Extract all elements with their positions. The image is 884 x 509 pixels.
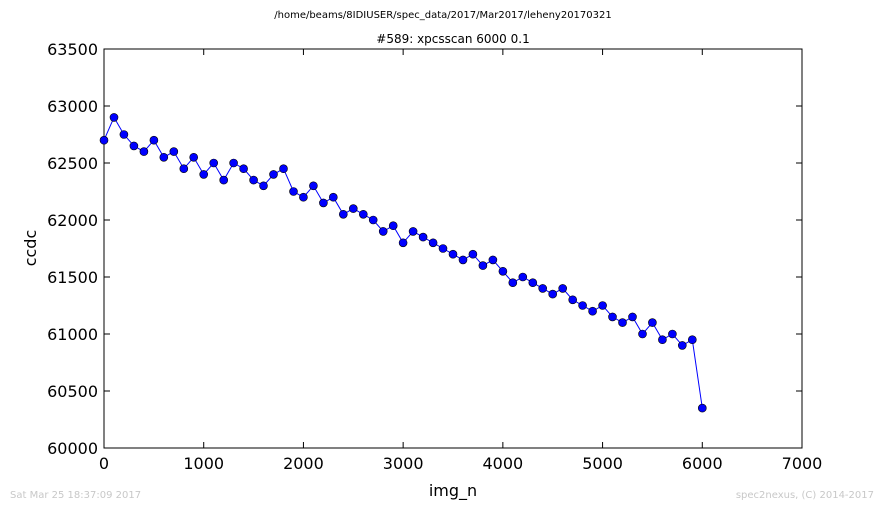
y-tick-label: 62000	[47, 211, 98, 230]
data-point	[568, 295, 578, 305]
data-point	[378, 227, 388, 236]
x-tick-label: 2000	[283, 454, 324, 473]
data-point	[588, 306, 597, 316]
data-point	[249, 175, 258, 185]
data-point	[328, 192, 338, 202]
plot-area	[103, 48, 803, 449]
x-tick-label: 1000	[183, 454, 224, 473]
data-point	[348, 204, 358, 213]
data-point	[119, 130, 129, 139]
footer-credit: spec2nexus, (C) 2014-2017	[736, 490, 874, 501]
data-point	[309, 181, 318, 191]
axis-ticks: 0 1000 2000 3000 4000 5000 6000 7000 60000 60500 6…	[47, 40, 822, 473]
data-point	[697, 403, 707, 413]
data-point	[458, 255, 468, 265]
data-point	[159, 153, 169, 162]
data-point	[229, 158, 238, 168]
data-point	[259, 181, 268, 191]
data-point	[239, 164, 248, 173]
data-series	[99, 113, 707, 413]
footer-timestamp: Sat Mar 25 18:37:09 2017	[10, 490, 141, 501]
data-point	[279, 164, 288, 173]
data-point	[99, 135, 109, 145]
data-point	[448, 249, 458, 259]
data-point	[658, 335, 667, 345]
data-point	[129, 141, 139, 151]
data-point	[428, 238, 438, 248]
data-point	[638, 329, 647, 339]
data-point	[408, 227, 418, 236]
y-tick-label: 60000	[47, 439, 98, 458]
data-point	[139, 147, 149, 156]
data-point	[498, 266, 508, 276]
data-point	[189, 153, 198, 162]
data-point	[608, 312, 617, 322]
data-point	[219, 175, 228, 185]
x-tick-label: 7000	[782, 454, 823, 473]
data-point	[518, 272, 528, 282]
y-tick-label: 63000	[47, 97, 98, 116]
data-point	[578, 301, 587, 310]
y-tick-label: 60500	[47, 382, 98, 401]
data-point	[438, 244, 448, 253]
x-tick-label: 5000	[582, 454, 623, 473]
data-point	[109, 113, 119, 122]
data-point	[398, 238, 408, 248]
y-tick-label: 61000	[47, 325, 98, 344]
data-point	[269, 170, 278, 179]
data-point	[687, 335, 697, 345]
file-path-caption: /home/beams/8IDIUSER/spec_data/2017/Mar2…	[274, 10, 611, 21]
data-point	[418, 232, 428, 242]
data-point	[299, 192, 308, 202]
data-point	[538, 284, 548, 293]
data-point	[648, 318, 657, 327]
x-tick-label: 4000	[482, 454, 523, 473]
data-point	[169, 147, 179, 156]
data-point	[628, 312, 637, 322]
data-point	[289, 187, 298, 196]
x-tick-label: 0	[99, 454, 109, 473]
data-point	[618, 318, 627, 327]
y-tick-label: 61500	[47, 268, 98, 287]
data-point	[388, 221, 398, 230]
x-axis-label: img_n	[429, 481, 477, 501]
x-tick-label: 3000	[383, 454, 424, 473]
chart-title: #589: xpcsscan 6000 0.1	[376, 32, 529, 46]
y-tick-label: 62500	[47, 154, 98, 173]
data-point	[368, 215, 378, 225]
data-point	[677, 341, 687, 350]
data-point	[478, 261, 488, 270]
data-point	[179, 164, 189, 173]
y-tick-label: 63500	[47, 40, 98, 59]
data-point	[149, 135, 159, 145]
x-tick-label: 6000	[682, 454, 723, 473]
data-point	[558, 284, 568, 293]
data-point	[548, 289, 558, 299]
data-point	[508, 278, 518, 288]
data-point	[468, 249, 478, 259]
data-point	[488, 255, 498, 265]
data-point	[358, 210, 368, 219]
data-point	[319, 198, 328, 208]
y-axis-label: ccdc	[21, 230, 40, 267]
data-point	[338, 210, 348, 219]
data-point	[528, 278, 538, 288]
data-point	[209, 158, 218, 168]
data-point	[668, 329, 677, 339]
data-point	[199, 170, 208, 179]
data-point	[598, 301, 607, 310]
